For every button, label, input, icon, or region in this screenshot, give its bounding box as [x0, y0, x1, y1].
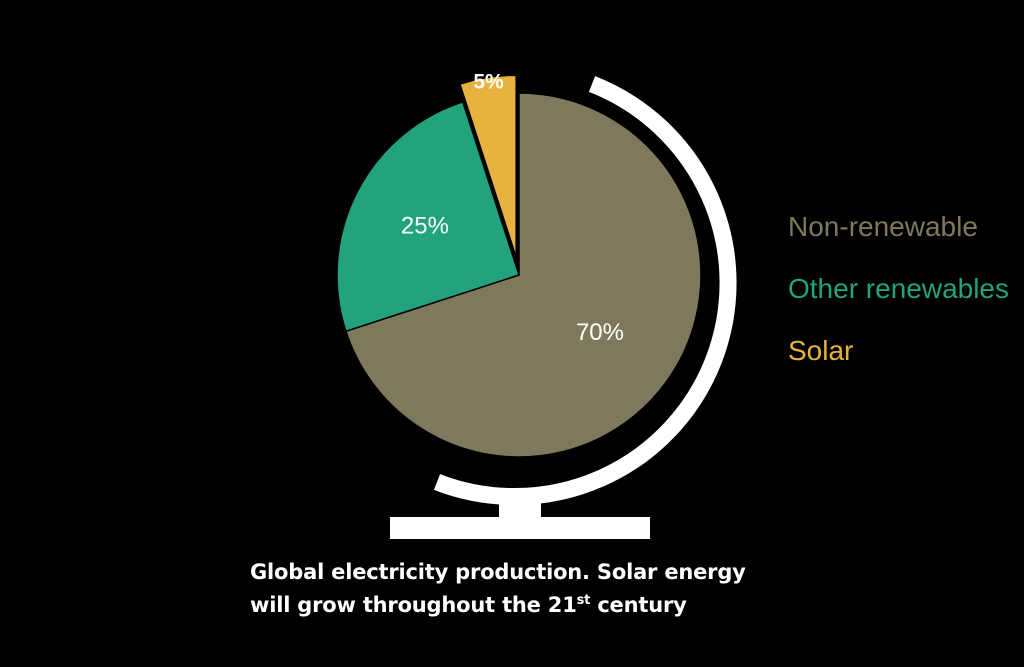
caption-superscript: st — [576, 593, 591, 608]
caption-line-1: Global electricity production. Solar ene… — [250, 560, 746, 584]
pie-slice-solar — [459, 74, 517, 258]
legend: Non-renewable Other renewables Solar — [788, 205, 1009, 391]
data-label-other-renewables: 25% — [401, 212, 449, 239]
globe-stem — [499, 491, 541, 519]
globe-base — [390, 517, 650, 539]
pie-chart — [336, 74, 702, 458]
data-label-non-renewable: 70% — [576, 319, 624, 346]
legend-item-solar: Solar — [788, 335, 854, 366]
globe-stand — [390, 76, 737, 539]
caption-line-2: will grow throughout the 21st century — [250, 589, 810, 622]
chart-caption: Global electricity production. Solar ene… — [250, 556, 810, 622]
legend-item-other-renewables: Other renewables — [788, 273, 1010, 304]
caption-line-2-text: will grow throughout the 21 — [250, 593, 577, 617]
pie-slice-other-renewables — [336, 101, 520, 332]
caption-line-2-end: century — [590, 593, 687, 617]
legend-item-non-renewable: Non-renewable — [788, 211, 978, 242]
pie-slice-non-renewable — [345, 92, 702, 458]
data-label-solar: 5% — [473, 70, 504, 93]
pie-data-labels: 70% 25% 5% — [401, 70, 624, 346]
